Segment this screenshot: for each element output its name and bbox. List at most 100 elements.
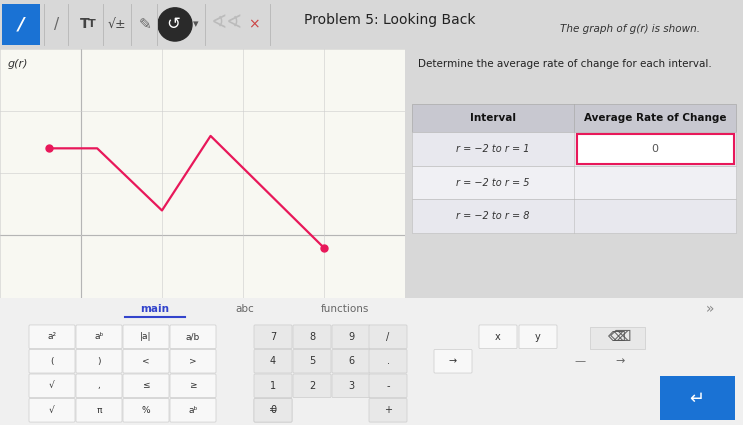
Text: The graph of g(r) is shown.: The graph of g(r) is shown.: [560, 24, 700, 34]
FancyBboxPatch shape: [170, 349, 216, 373]
FancyBboxPatch shape: [123, 374, 169, 397]
Text: >: >: [189, 357, 197, 366]
FancyBboxPatch shape: [434, 349, 472, 373]
FancyBboxPatch shape: [479, 325, 517, 348]
Text: -: -: [386, 381, 390, 391]
Text: 2: 2: [309, 381, 315, 391]
Text: Average Rate of Change: Average Rate of Change: [584, 113, 727, 123]
Text: ,: ,: [97, 381, 100, 390]
Text: 5: 5: [309, 356, 315, 366]
Text: T: T: [88, 20, 96, 29]
Text: √: √: [49, 406, 55, 415]
FancyBboxPatch shape: [332, 325, 370, 348]
FancyBboxPatch shape: [369, 374, 407, 397]
Text: —: —: [574, 356, 585, 366]
Text: 4: 4: [270, 356, 276, 366]
Text: /: /: [54, 17, 59, 32]
Bar: [412, 199, 736, 233]
Text: ∢: ∢: [226, 13, 242, 32]
FancyBboxPatch shape: [332, 374, 370, 397]
Text: g(r): g(r): [8, 59, 28, 69]
FancyBboxPatch shape: [369, 399, 407, 422]
Text: ≥: ≥: [189, 381, 197, 390]
Text: 0: 0: [270, 405, 276, 415]
Text: ⌫: ⌫: [609, 329, 631, 344]
Text: y: y: [535, 332, 541, 342]
Text: aᵇ: aᵇ: [94, 332, 104, 341]
Text: a²: a²: [48, 332, 56, 341]
Text: ▾: ▾: [193, 20, 199, 29]
Bar: [412, 132, 736, 166]
Bar: [2, 4, 40, 45]
FancyBboxPatch shape: [293, 325, 331, 348]
FancyBboxPatch shape: [170, 399, 216, 422]
Text: abc: abc: [236, 304, 254, 314]
FancyBboxPatch shape: [254, 374, 292, 397]
Circle shape: [158, 8, 192, 41]
FancyBboxPatch shape: [170, 374, 216, 397]
Text: .: .: [386, 356, 389, 366]
Text: aᵇ: aᵇ: [188, 406, 198, 415]
Text: 1: 1: [270, 381, 276, 391]
Bar: [590, 327, 645, 348]
Text: Interval: Interval: [470, 113, 516, 123]
Text: ∢: ∢: [211, 13, 227, 32]
Text: ↺: ↺: [166, 15, 180, 34]
FancyBboxPatch shape: [254, 399, 292, 422]
Text: Problem 5: Looking Back: Problem 5: Looking Back: [304, 13, 476, 26]
FancyBboxPatch shape: [76, 325, 122, 348]
Text: %: %: [142, 406, 150, 415]
FancyBboxPatch shape: [29, 374, 75, 397]
FancyBboxPatch shape: [123, 399, 169, 422]
Text: main: main: [140, 304, 169, 314]
Text: a/b: a/b: [186, 332, 200, 341]
FancyBboxPatch shape: [123, 349, 169, 373]
Text: »: »: [706, 302, 714, 316]
Bar: [412, 166, 736, 199]
Text: x: x: [495, 332, 501, 342]
Text: 0: 0: [652, 144, 658, 154]
FancyBboxPatch shape: [254, 325, 292, 348]
FancyBboxPatch shape: [170, 325, 216, 348]
FancyBboxPatch shape: [76, 374, 122, 397]
Text: (: (: [51, 357, 53, 366]
FancyBboxPatch shape: [254, 399, 292, 422]
Bar: [412, 104, 736, 132]
Text: =: =: [269, 405, 277, 415]
Text: T: T: [80, 17, 90, 31]
Text: ↵: ↵: [690, 390, 704, 408]
Text: π: π: [97, 406, 102, 415]
FancyBboxPatch shape: [29, 399, 75, 422]
FancyBboxPatch shape: [29, 325, 75, 348]
Text: 7: 7: [270, 332, 276, 342]
FancyBboxPatch shape: [123, 325, 169, 348]
FancyBboxPatch shape: [293, 349, 331, 373]
Text: functions: functions: [321, 304, 369, 314]
FancyBboxPatch shape: [577, 134, 733, 164]
Text: /: /: [18, 15, 25, 34]
FancyBboxPatch shape: [293, 374, 331, 397]
Text: 3: 3: [348, 381, 354, 391]
Text: |a|: |a|: [140, 332, 152, 341]
Text: √±: √±: [108, 18, 126, 31]
FancyBboxPatch shape: [29, 349, 75, 373]
Text: r = −2 to r = 1: r = −2 to r = 1: [456, 144, 530, 154]
Text: 8: 8: [309, 332, 315, 342]
FancyBboxPatch shape: [519, 325, 557, 348]
FancyBboxPatch shape: [254, 349, 292, 373]
Text: √: √: [49, 381, 55, 390]
X-axis label: r: r: [200, 312, 205, 322]
Text: <: <: [142, 357, 150, 366]
FancyBboxPatch shape: [369, 349, 407, 373]
Text: r = −2 to r = 5: r = −2 to r = 5: [456, 178, 530, 187]
Text: ≤: ≤: [142, 381, 150, 390]
FancyBboxPatch shape: [369, 325, 407, 348]
Text: 9: 9: [348, 332, 354, 342]
Text: /: /: [386, 332, 389, 342]
Text: ): ): [97, 357, 101, 366]
Text: Determine the average rate of change for each interval.: Determine the average rate of change for…: [418, 59, 713, 69]
Text: ✎: ✎: [139, 17, 152, 32]
Text: →: →: [449, 356, 457, 366]
Text: →: →: [615, 356, 625, 366]
FancyBboxPatch shape: [332, 349, 370, 373]
